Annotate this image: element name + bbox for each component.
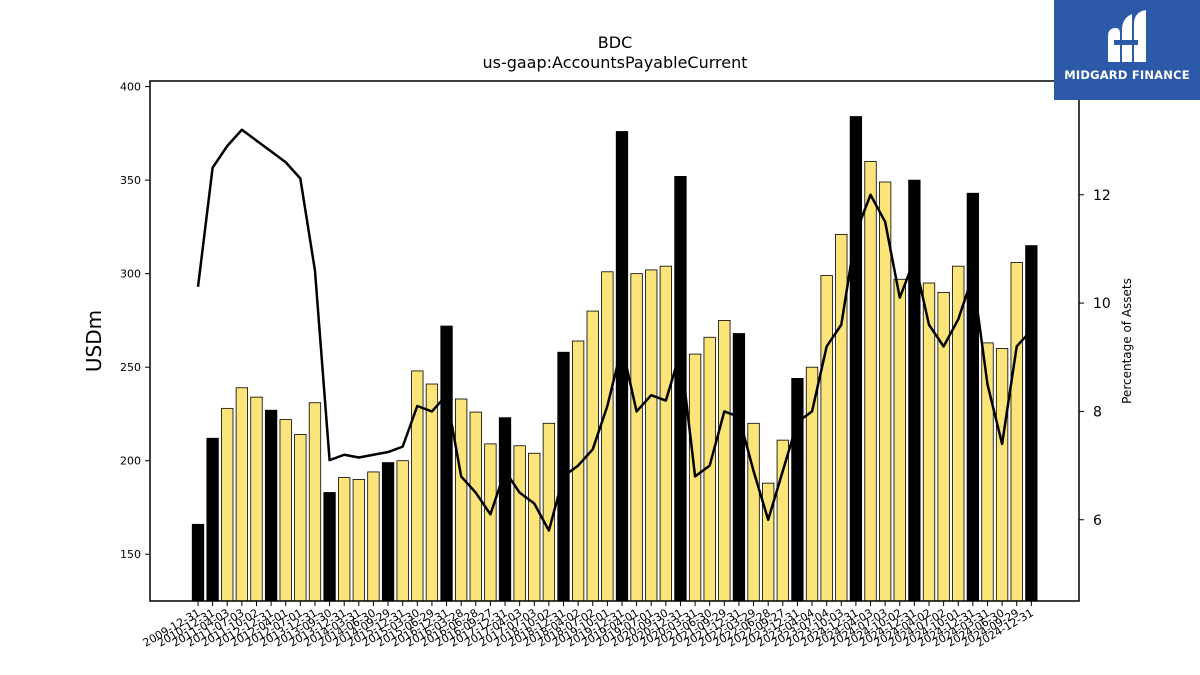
y-tick-label: 350 <box>120 174 141 187</box>
bar-2022-04-03 <box>908 179 921 602</box>
bar-2015-04-02 <box>498 417 512 602</box>
bar-2020-12-31 <box>835 233 848 602</box>
bar-2011-07-01 <box>279 419 292 602</box>
bar-2010-07-02 <box>221 407 234 602</box>
bar-2018-12-31 <box>718 320 731 602</box>
bar-2021-12-31 <box>893 278 906 602</box>
bar-2015-07-02 <box>513 445 526 602</box>
y-tick-label: 400 <box>120 81 141 94</box>
bar-2020-06-28 <box>805 366 819 602</box>
bar-2021-04-04 <box>849 116 863 602</box>
bar-2019-03-31 <box>732 333 746 602</box>
y-tick-label: 250 <box>120 361 141 374</box>
y-axis-right-label: Percentage of Assets <box>1120 278 1134 404</box>
y-right-tick-label: 8 <box>1093 404 1102 420</box>
y-tick-label: 150 <box>120 548 141 561</box>
bar-2012-12-31 <box>367 471 380 602</box>
bar-2012-09-28 <box>352 479 365 602</box>
bars-group <box>191 116 1038 602</box>
bar-2014-07-03 <box>455 398 468 602</box>
chart-subtitle: us-gaap:AccountsPayableCurrent <box>482 53 747 72</box>
bar-2013-03-29 <box>381 462 395 602</box>
percentage-of-assets-line <box>196 128 1033 532</box>
bar-2016-07-01 <box>571 340 585 602</box>
midgard-logo-icon <box>1108 10 1146 62</box>
bar-2017-06-30 <box>630 273 643 602</box>
percentage-line-group <box>196 128 1033 532</box>
x-axis: 2009-12-312010-12-312011-04-032011-07-03… <box>141 601 1036 650</box>
bar-2015-10-01 <box>528 452 541 602</box>
bar-2017-12-31 <box>659 265 672 602</box>
bar-2016-12-31 <box>601 271 614 602</box>
plot-frame <box>149 80 1080 602</box>
bar-2017-09-29 <box>645 269 658 602</box>
bar-2014-04-03 <box>440 325 453 602</box>
bar-2011-09-30 <box>294 434 307 602</box>
bar-2014-10-02 <box>469 411 482 602</box>
bar-2019-12-31 <box>776 439 789 602</box>
bar-2011-04-01 <box>264 409 278 602</box>
bar-2013-06-28 <box>396 460 409 602</box>
bar-2019-09-29 <box>762 482 775 602</box>
bar-2012-06-29 <box>338 477 351 602</box>
bar-2020-03-29 <box>791 378 804 602</box>
bar-2010-10-01 <box>235 387 249 602</box>
bar-2012-03-30 <box>323 492 336 602</box>
y-tick-label: 300 <box>120 268 141 281</box>
bar-2011-12-31 <box>308 402 322 602</box>
bar-2014-12-31 <box>484 443 497 602</box>
y-right-tick-label: 10 <box>1093 296 1111 312</box>
bar-2023-12-31 <box>1010 262 1023 602</box>
y-axis-label: USDm <box>82 310 106 372</box>
y-axis-left: 150 200 250 300 350 400 <box>120 81 150 561</box>
y-right-tick-label: 12 <box>1093 188 1111 204</box>
logo-text: MIDGARD FINANCE <box>1064 68 1190 82</box>
y-axis-right: 6 8 10 12 <box>1079 188 1111 529</box>
bar-2010-12-31 <box>250 396 263 602</box>
bar-2024-03-31 <box>1025 245 1038 602</box>
bar-2013-12-31 <box>425 383 439 602</box>
chart-title: BDC <box>598 33 632 52</box>
bar-2019-06-30 <box>747 422 760 602</box>
bar-2020-09-27 <box>820 275 833 602</box>
y-tick-label: 200 <box>120 455 141 468</box>
bar-2009-12-31 <box>191 523 205 602</box>
midgard-finance-logo: MIDGARD FINANCE <box>1054 0 1200 100</box>
bar-2010-04-02 <box>206 437 219 602</box>
bar-2021-07-04 <box>864 161 877 602</box>
bar-2023-10-01 <box>995 348 1009 602</box>
bar-2023-04-02 <box>966 192 980 602</box>
y-right-tick-label: 6 <box>1093 513 1102 529</box>
bar-2016-09-30 <box>586 310 599 602</box>
